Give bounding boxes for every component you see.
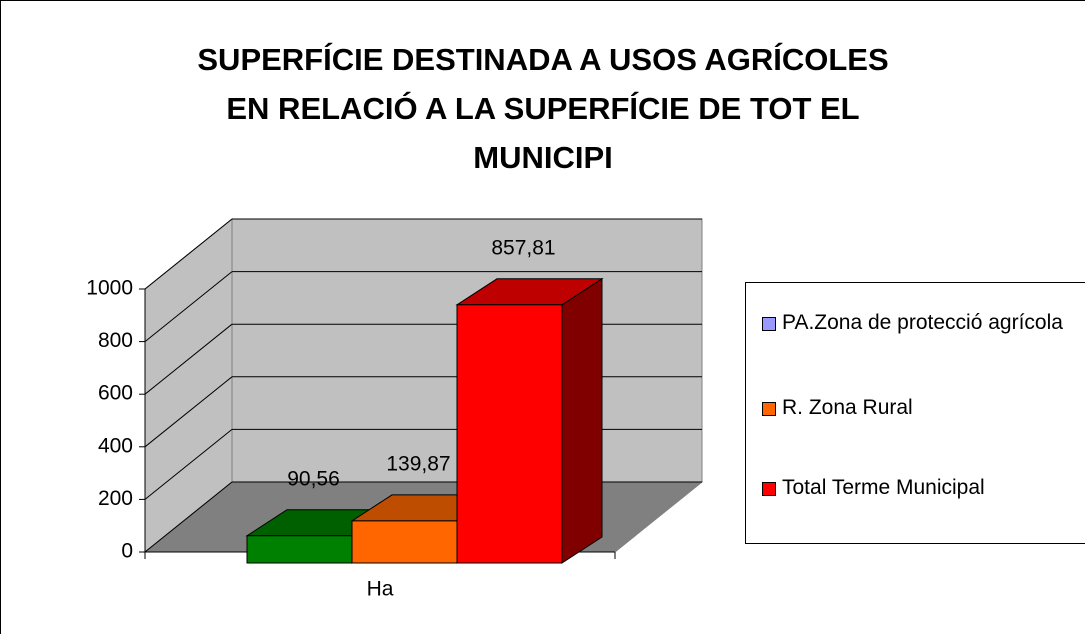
bar bbox=[351, 520, 458, 564]
legend: PA.Zona de protecció agrícola R. Zona Rur… bbox=[745, 282, 1085, 544]
grid-line bbox=[144, 218, 233, 290]
legend-item: R. Zona Rural bbox=[762, 393, 1085, 423]
y-tick-label: 400 bbox=[98, 434, 133, 457]
legend-swatch bbox=[762, 482, 776, 496]
grid-line bbox=[144, 429, 233, 500]
x-tick-label: Ha bbox=[367, 578, 394, 601]
y-tick-label: 600 bbox=[98, 382, 133, 405]
grid-line bbox=[144, 271, 233, 342]
y-tick-label: 1000 bbox=[86, 277, 133, 300]
legend-label: PA.Zona de protecció agrícola bbox=[782, 311, 1063, 334]
data-label: 139,87 bbox=[386, 452, 450, 475]
legend-label: R. Zona Rural bbox=[782, 396, 913, 419]
bar bbox=[456, 304, 563, 564]
data-label: 90,56 bbox=[287, 467, 340, 490]
bar-side bbox=[561, 277, 603, 564]
y-tick-label: 200 bbox=[98, 487, 133, 510]
grid-line bbox=[144, 323, 233, 395]
chart-title: SUPERFÍCIE DESTINADA A USOS AGRÍCOLES bbox=[197, 42, 888, 77]
grid-line bbox=[144, 481, 233, 553]
legend-swatch bbox=[762, 317, 776, 331]
y-tick-label: 0 bbox=[121, 540, 133, 563]
chart-title: EN RELACIÓ A LA SUPERFÍCIE DE TOT EL bbox=[226, 90, 859, 126]
bar bbox=[246, 535, 353, 564]
chart-title: MUNICIPI bbox=[473, 140, 613, 175]
data-label: 857,81 bbox=[491, 236, 555, 259]
legend-swatch bbox=[762, 402, 776, 416]
legend-item: Total Terme Municipal bbox=[762, 473, 1085, 503]
y-tick-label: 800 bbox=[98, 329, 133, 352]
legend-label: Total Terme Municipal bbox=[782, 476, 985, 499]
grid-line bbox=[144, 376, 233, 448]
legend-item: PA.Zona de protecció agrícola bbox=[762, 308, 1085, 338]
